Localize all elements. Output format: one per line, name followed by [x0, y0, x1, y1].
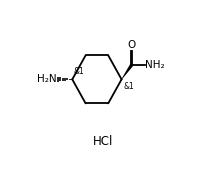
Text: &1: &1 [124, 82, 134, 91]
Text: H₂N: H₂N [37, 74, 57, 84]
Text: &1: &1 [74, 67, 84, 76]
Text: O: O [127, 40, 136, 50]
Polygon shape [121, 64, 133, 80]
Text: HCl: HCl [93, 135, 113, 148]
Text: NH₂: NH₂ [145, 60, 165, 70]
